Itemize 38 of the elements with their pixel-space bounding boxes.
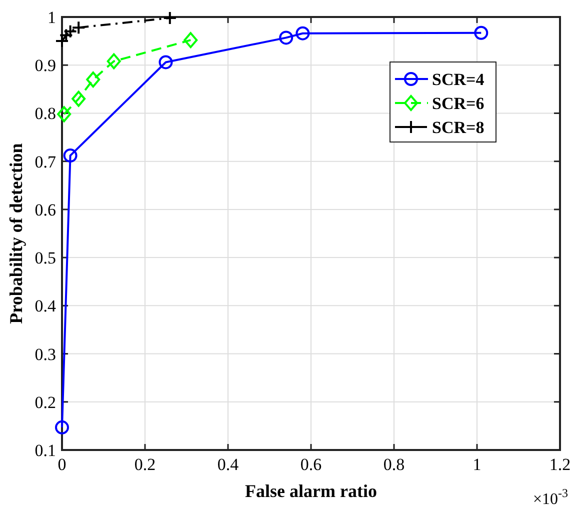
y-tick-label: 0.9 — [34, 56, 56, 76]
x-tick-label: 0.2 — [134, 455, 156, 474]
point — [55, 34, 69, 48]
text: ×10$^{-3}$ — [532, 486, 568, 508]
point — [57, 106, 72, 122]
y-tick-label: 0.8 — [34, 104, 56, 124]
x-axis-title: False alarm ratio — [245, 481, 377, 501]
y-tick-label: 0.5 — [34, 248, 56, 268]
point — [86, 72, 100, 88]
point — [158, 55, 173, 70]
legend-label: SCR=6 — [432, 94, 484, 113]
y-tick-label: 0.1 — [34, 441, 56, 460]
x-tick-label: 0 — [58, 455, 66, 474]
point — [106, 53, 121, 70]
legend-label: SCR=8 — [432, 118, 484, 137]
legend-label: SCR=4 — [432, 70, 485, 89]
x-tick-label: 0.6 — [300, 455, 322, 474]
x-tick-label: 0.8 — [383, 455, 405, 474]
point — [279, 30, 294, 45]
point — [296, 26, 310, 40]
x-tick-label: 1 — [472, 455, 482, 474]
point — [72, 90, 86, 107]
y-tick-label: 0.6 — [34, 200, 56, 220]
y-tick-label: 0.3 — [34, 344, 56, 364]
point — [63, 24, 78, 38]
point — [72, 20, 86, 35]
y-tick-label: 0.2 — [34, 392, 56, 412]
y-axis-title: Probability of detection — [6, 143, 26, 324]
point — [474, 26, 488, 40]
y-tick-label: 0.4 — [34, 296, 56, 316]
x-tick-label: 1.2 — [549, 455, 571, 474]
point — [55, 420, 69, 434]
y-tick-label: 0.7 — [34, 152, 56, 172]
point — [63, 148, 78, 163]
point — [162, 10, 177, 25]
x-tick-label: 0.4 — [217, 455, 240, 474]
y-tick-label: 1 — [48, 8, 56, 27]
point — [184, 32, 198, 48]
